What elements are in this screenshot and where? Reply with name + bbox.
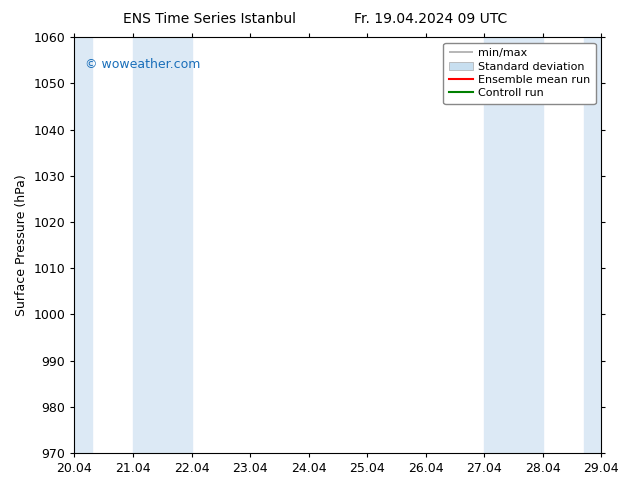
Bar (484, 37, 543, 453)
Legend: min/max, Standard deviation, Ensemble mean run, Controll run: min/max, Standard deviation, Ensemble me… (443, 43, 595, 104)
Bar (45, 37, 92, 453)
Text: © woweather.com: © woweather.com (85, 58, 200, 71)
Bar (133, 37, 191, 453)
Y-axis label: Surface Pressure (hPa): Surface Pressure (hPa) (15, 174, 28, 316)
Text: Fr. 19.04.2024 09 UTC: Fr. 19.04.2024 09 UTC (354, 12, 508, 26)
Text: ENS Time Series Istanbul: ENS Time Series Istanbul (123, 12, 295, 26)
Bar (584, 37, 630, 453)
